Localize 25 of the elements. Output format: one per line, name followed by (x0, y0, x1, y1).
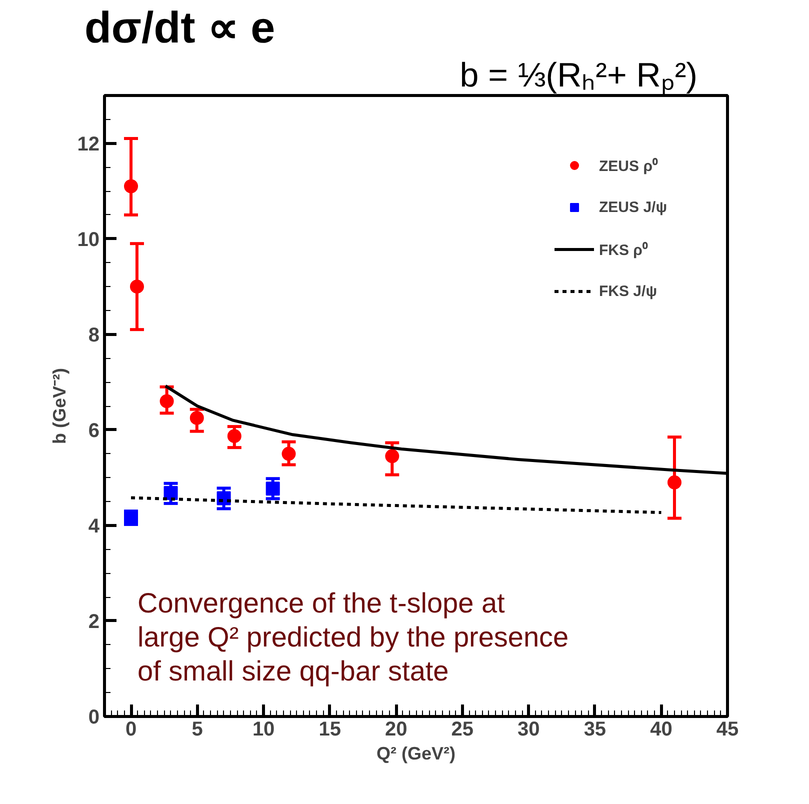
x-tick-label: 25 (451, 718, 474, 740)
y-tick-label: 6 (88, 420, 100, 442)
text: b = ⅓(Rₕ²+ Rₚ²) (460, 56, 698, 96)
x-tick-label: 5 (192, 718, 203, 740)
x-axis-title: Q² (GeV²) (376, 744, 456, 764)
y-tick-label: 10 (77, 228, 100, 251)
x-tick-label: 10 (252, 718, 275, 740)
legend-label: FKS J/ψ (599, 282, 657, 300)
x-tick-label: 40 (650, 718, 672, 740)
y-tick-label: 12 (77, 133, 100, 156)
x-tick-label: 35 (584, 718, 606, 740)
x-tick-label: 20 (384, 718, 408, 740)
annotation: Convergence of the t-slope at large Q² predicted by the presence of small size qq-bar state (138, 587, 569, 686)
y-tick-label: 2 (88, 610, 100, 633)
y-axis-title: b (GeV⁻²) (49, 368, 70, 444)
text: dσ/dt ∝ e (84, 4, 276, 52)
legend-label: ZEUS ρ⁰ (599, 156, 658, 175)
y-tick-label: 8 (88, 324, 100, 346)
legend-label: FKS ρ⁰ (599, 240, 648, 259)
y-tick-label: 4 (88, 515, 100, 538)
x-tick-label: 15 (318, 718, 341, 740)
x-tick-label: 0 (125, 718, 137, 740)
legend-label: ZEUS J/ψ (599, 198, 667, 216)
x-tick-label: 45 (716, 718, 739, 740)
x-tick-label: 30 (518, 718, 540, 740)
